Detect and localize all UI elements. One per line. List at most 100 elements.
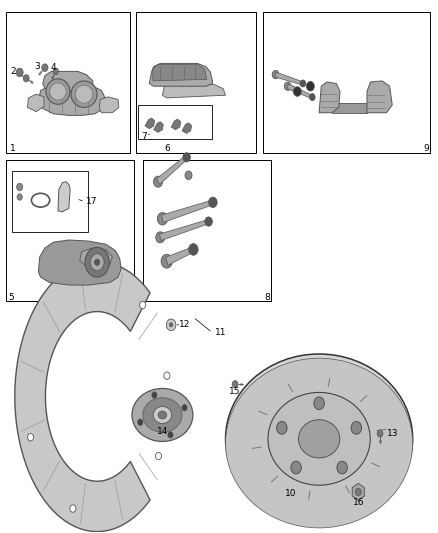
Ellipse shape: [153, 407, 172, 423]
Ellipse shape: [355, 488, 361, 496]
Polygon shape: [43, 71, 93, 92]
Ellipse shape: [53, 68, 59, 75]
Ellipse shape: [268, 392, 370, 485]
Text: 13: 13: [387, 429, 398, 438]
Ellipse shape: [298, 419, 340, 458]
Ellipse shape: [132, 389, 193, 441]
Ellipse shape: [351, 422, 362, 434]
Text: 10: 10: [285, 489, 297, 498]
Ellipse shape: [85, 247, 110, 277]
Ellipse shape: [152, 392, 157, 398]
Ellipse shape: [161, 254, 173, 268]
Polygon shape: [367, 81, 392, 113]
Polygon shape: [332, 103, 367, 113]
Text: 11: 11: [215, 328, 226, 337]
Ellipse shape: [309, 94, 315, 101]
Polygon shape: [99, 97, 119, 113]
Ellipse shape: [28, 433, 34, 441]
Polygon shape: [15, 261, 150, 531]
Ellipse shape: [42, 64, 48, 71]
Text: 15: 15: [229, 386, 240, 395]
Polygon shape: [58, 182, 70, 212]
Ellipse shape: [75, 85, 93, 103]
Ellipse shape: [226, 358, 413, 528]
Ellipse shape: [277, 422, 287, 434]
Bar: [143, 160, 271, 301]
Polygon shape: [352, 483, 364, 500]
Text: 6: 6: [164, 144, 170, 154]
Polygon shape: [91, 253, 110, 268]
Polygon shape: [39, 86, 106, 115]
Polygon shape: [171, 119, 181, 130]
Text: 4: 4: [51, 63, 57, 71]
Polygon shape: [319, 82, 340, 113]
Ellipse shape: [143, 398, 182, 432]
Ellipse shape: [17, 183, 23, 191]
Polygon shape: [39, 240, 121, 285]
Text: 1: 1: [10, 144, 16, 154]
Polygon shape: [153, 64, 207, 81]
Polygon shape: [166, 247, 194, 265]
Ellipse shape: [208, 197, 217, 207]
Polygon shape: [275, 72, 303, 85]
Ellipse shape: [95, 259, 100, 265]
Ellipse shape: [170, 322, 173, 327]
Ellipse shape: [377, 430, 383, 437]
Ellipse shape: [284, 82, 291, 91]
Ellipse shape: [23, 75, 29, 82]
Bar: [6, 160, 134, 301]
Ellipse shape: [189, 244, 198, 255]
Text: 9: 9: [424, 144, 430, 154]
Ellipse shape: [168, 432, 173, 438]
Ellipse shape: [156, 232, 165, 243]
Text: 14: 14: [157, 427, 168, 437]
Ellipse shape: [90, 254, 104, 271]
Polygon shape: [162, 85, 226, 98]
Ellipse shape: [226, 354, 413, 523]
Ellipse shape: [205, 217, 212, 226]
Bar: [12, 171, 88, 232]
Ellipse shape: [140, 301, 146, 309]
Ellipse shape: [183, 152, 191, 162]
Ellipse shape: [155, 453, 162, 460]
Ellipse shape: [307, 82, 314, 91]
Ellipse shape: [46, 79, 70, 104]
Ellipse shape: [49, 83, 66, 100]
Ellipse shape: [314, 397, 324, 410]
Ellipse shape: [272, 70, 279, 79]
Text: 16: 16: [353, 498, 364, 507]
Text: 7: 7: [141, 132, 147, 141]
Polygon shape: [28, 94, 44, 112]
Ellipse shape: [166, 319, 176, 330]
Ellipse shape: [70, 505, 76, 512]
Ellipse shape: [16, 68, 23, 77]
Text: 12: 12: [179, 320, 191, 329]
Polygon shape: [156, 156, 187, 184]
Polygon shape: [162, 200, 213, 222]
Ellipse shape: [17, 194, 22, 200]
Ellipse shape: [164, 372, 170, 379]
Ellipse shape: [232, 381, 238, 388]
Text: 2: 2: [10, 67, 15, 76]
Polygon shape: [182, 123, 191, 133]
Ellipse shape: [300, 80, 306, 87]
Ellipse shape: [157, 213, 167, 225]
Text: 8: 8: [264, 293, 270, 302]
Bar: [262, 12, 430, 152]
Bar: [138, 105, 212, 139]
Polygon shape: [149, 63, 212, 86]
Ellipse shape: [337, 461, 347, 474]
Ellipse shape: [291, 461, 301, 474]
Ellipse shape: [293, 87, 301, 96]
Polygon shape: [80, 248, 113, 268]
Ellipse shape: [158, 411, 167, 419]
Polygon shape: [287, 84, 313, 99]
Polygon shape: [159, 220, 209, 240]
Ellipse shape: [154, 176, 162, 187]
Ellipse shape: [71, 81, 97, 108]
Ellipse shape: [182, 405, 187, 411]
Polygon shape: [154, 122, 163, 132]
Text: 17: 17: [86, 197, 98, 206]
Ellipse shape: [185, 171, 192, 180]
Bar: [6, 12, 130, 152]
